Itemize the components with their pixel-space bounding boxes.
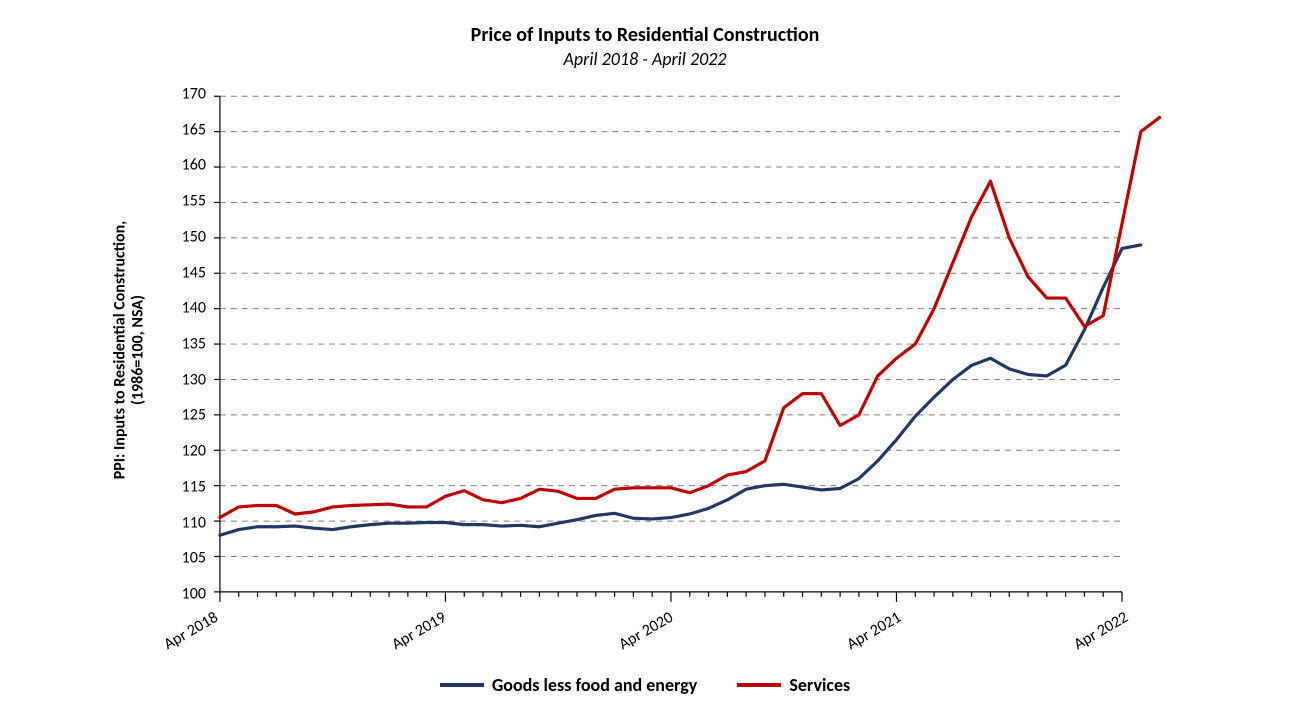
- chart-subtitle: April 2018 - April 2022: [0, 48, 1290, 70]
- x-tick-label: Apr 2019: [388, 608, 449, 654]
- y-axis-label: PPI: Inputs to Residential Construction,…: [112, 221, 149, 480]
- y-tick-label: 165: [170, 120, 206, 139]
- legend-item-services: Services: [737, 674, 850, 696]
- y-tick-label: 115: [170, 477, 206, 496]
- y-tick-label: 150: [170, 227, 206, 246]
- y-axis-label-line1: PPI: Inputs to Residential Construction,: [111, 221, 130, 480]
- legend-label-services: Services: [789, 674, 850, 696]
- y-tick-label: 135: [170, 335, 206, 354]
- y-tick-label: 125: [170, 406, 206, 425]
- chart-container: Price of Inputs to Residential Construct…: [0, 0, 1290, 726]
- y-tick-label: 155: [170, 192, 206, 211]
- y-tick-label: 110: [170, 513, 206, 532]
- y-tick-label: 105: [170, 549, 206, 568]
- legend-label-goods: Goods less food and energy: [492, 674, 697, 696]
- legend-swatch-goods: [440, 683, 484, 687]
- x-tick-label: Apr 2020: [616, 608, 677, 654]
- y-tick-label: 160: [170, 156, 206, 175]
- series-services-line: [220, 117, 1160, 517]
- legend: Goods less food and energy Services: [0, 670, 1290, 696]
- chart-title: Price of Inputs to Residential Construct…: [0, 24, 1290, 46]
- y-axis-label-line2: (1986=100, NSA): [130, 221, 148, 480]
- legend-item-goods: Goods less food and energy: [440, 674, 697, 696]
- y-tick-label: 170: [170, 85, 206, 104]
- y-tick-label: 145: [170, 263, 206, 282]
- x-tick-label: Apr 2021: [843, 608, 904, 654]
- y-tick-label: 120: [170, 442, 206, 461]
- legend-swatch-services: [737, 683, 781, 687]
- x-tick-label: Apr 2022: [1071, 608, 1132, 654]
- y-tick-label: 100: [170, 585, 206, 604]
- y-tick-label: 140: [170, 299, 206, 318]
- plot-area: [212, 94, 1122, 608]
- x-tick-label: Apr 2018: [161, 608, 222, 654]
- y-tick-label: 130: [170, 370, 206, 389]
